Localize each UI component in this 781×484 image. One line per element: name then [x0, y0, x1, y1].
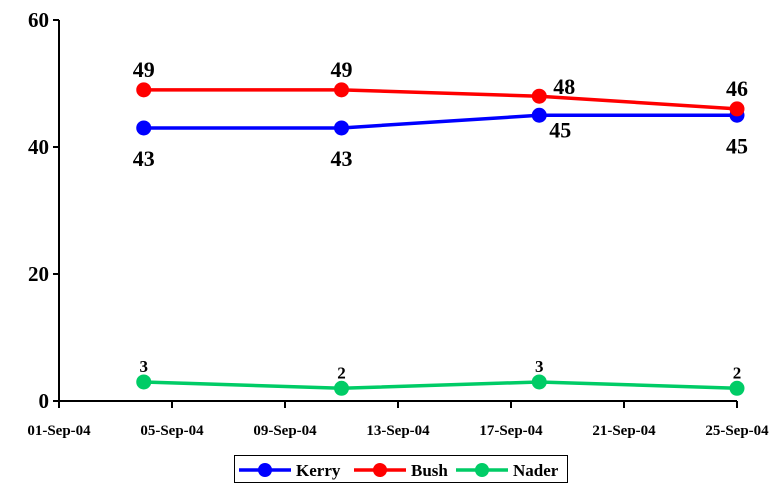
bush-legend-marker: [373, 463, 387, 477]
nader-data-label: 2: [337, 363, 346, 382]
nader-data-point: [531, 374, 547, 390]
chart-legend: Kerry Bush Nader: [234, 455, 568, 483]
nader-legend-marker: [475, 463, 489, 477]
kerry-series-line: [143, 113, 737, 130]
kerry-data-label: 45: [549, 117, 571, 142]
bush-data-point: [729, 101, 745, 117]
kerry-data-point: [136, 120, 152, 136]
x-tick-label: 21-Sep-04: [592, 423, 656, 439]
nader-legend-label: Nader: [513, 461, 559, 480]
data-labels: 43 43 45 45 49 49 48 46 3 2 3 2: [133, 57, 748, 382]
y-tick-label: 0: [39, 389, 50, 413]
nader-data-label: 2: [733, 363, 742, 382]
x-tick-label: 05-Sep-04: [140, 423, 204, 439]
legend-item-nader: Nader: [456, 461, 559, 480]
bush-data-label: 49: [133, 57, 155, 82]
nader-data-label: 3: [140, 357, 149, 376]
kerry-data-label: 43: [133, 146, 155, 171]
y-tick-label: 40: [28, 135, 49, 159]
bush-series-line: [143, 88, 738, 111]
bush-data-point: [334, 82, 349, 98]
x-tick-label: 13-Sep-04: [366, 423, 430, 439]
nader-data-point: [136, 374, 152, 390]
kerry-data-point: [531, 107, 547, 123]
kerry-data-label: 45: [726, 133, 748, 158]
x-tick-label: 25-Sep-04: [705, 423, 769, 439]
chart-axes: [58, 20, 737, 402]
nader-data-label: 3: [535, 357, 544, 376]
bush-data-label: 48: [553, 74, 575, 99]
bush-data-label: 49: [331, 57, 353, 82]
x-tick-label: 09-Sep-04: [253, 423, 317, 439]
nader-data-point: [334, 380, 349, 396]
bush-data-point: [136, 82, 152, 98]
x-axis-ticks: 01-Sep-04 05-Sep-04 09-Sep-04 13-Sep-04 17-S…: [27, 401, 769, 439]
nader-series-line: [143, 380, 738, 391]
bush-legend-label: Bush: [411, 461, 448, 480]
bush-data-point: [531, 88, 547, 104]
kerry-legend-marker: [258, 463, 272, 477]
legend-item-bush: Bush: [354, 461, 448, 480]
y-axis-ticks: 0 20 40 60: [28, 8, 59, 413]
kerry-data-label: 43: [331, 146, 353, 171]
y-tick-label: 20: [28, 262, 49, 286]
line-chart: 01-Sep-04 05-Sep-04 09-Sep-04 13-Sep-04 17-S…: [27, 8, 769, 439]
x-tick-label: 17-Sep-04: [479, 423, 543, 439]
legend-item-kerry: Kerry: [239, 461, 341, 480]
kerry-legend-label: Kerry: [296, 461, 341, 480]
x-tick-label: 01-Sep-04: [27, 423, 91, 439]
series-layer: [136, 82, 745, 396]
bush-data-label: 46: [726, 76, 748, 101]
nader-data-point: [729, 380, 745, 396]
kerry-data-point: [334, 120, 349, 136]
y-tick-label: 60: [28, 8, 49, 32]
